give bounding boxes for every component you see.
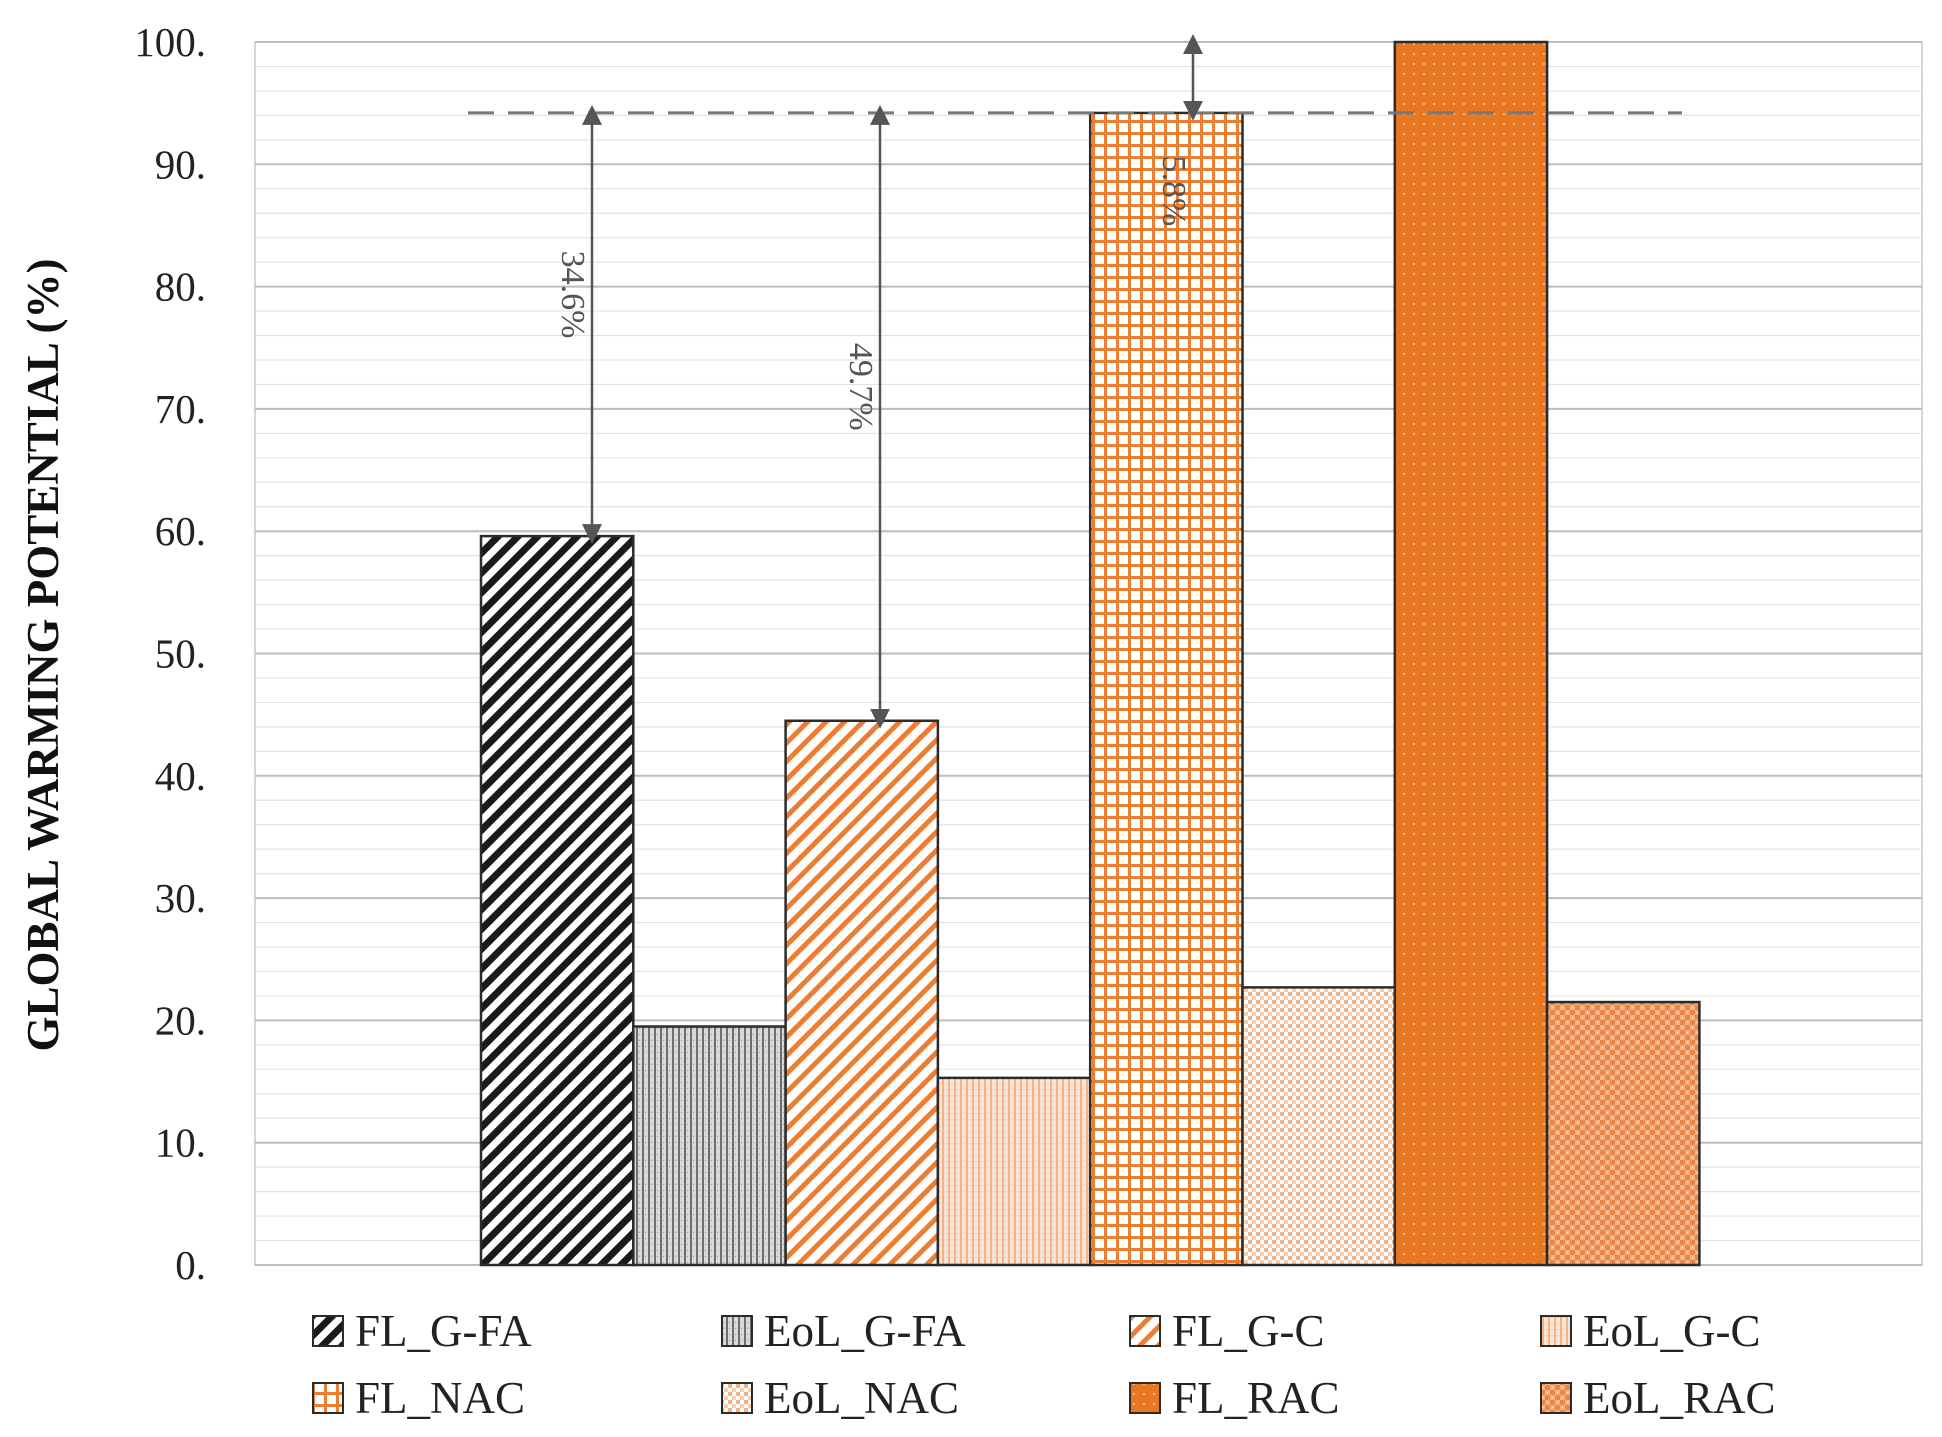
y-tick-label: 30. bbox=[155, 875, 206, 921]
legend-label-eol_g-fa: EoL_G-FA bbox=[764, 1306, 966, 1356]
legend-label-eol_rac: EoL_RAC bbox=[1583, 1373, 1776, 1423]
legend-swatch-eol_g-fa bbox=[721, 1315, 753, 1347]
legend-swatch-eol_nac bbox=[721, 1382, 753, 1414]
annotation-label: 49.7% bbox=[842, 343, 879, 431]
legend-swatch-fl_g-c bbox=[1129, 1315, 1161, 1347]
legend-label-fl_rac: FL_RAC bbox=[1172, 1373, 1340, 1423]
annotation-label: 5.8% bbox=[1155, 156, 1192, 227]
bar-fl_g-fa bbox=[479, 534, 635, 1267]
bar-eol_nac bbox=[1241, 986, 1397, 1267]
legend-label-fl_g-c: FL_G-C bbox=[1172, 1306, 1325, 1356]
y-tick-label: 50. bbox=[155, 631, 206, 677]
legend-swatch-fl_rac bbox=[1129, 1382, 1161, 1414]
legend-label-eol_g-c: EoL_G-C bbox=[1583, 1306, 1760, 1356]
y-tick-label: 40. bbox=[155, 753, 206, 799]
y-tick-label: 70. bbox=[155, 386, 206, 432]
legend-swatch-eol_rac bbox=[1540, 1382, 1572, 1414]
legend-label-fl_nac: FL_NAC bbox=[355, 1373, 525, 1423]
legend-label-fl_g-fa: FL_G-FA bbox=[355, 1306, 532, 1356]
bar-eol_rac bbox=[1545, 1000, 1701, 1267]
bar-fl_nac bbox=[1088, 111, 1244, 1267]
annotation-label: 34.6% bbox=[554, 251, 591, 339]
legend-label-eol_nac: EoL_NAC bbox=[764, 1373, 959, 1423]
legend: FL_G-FA EoL_G-FA FL_G-C EoL_G-C FL_NAC EoL_NA… bbox=[312, 1306, 1776, 1423]
y-axis-label: GLOBAL WARMING POTENTIAL (%) bbox=[18, 258, 68, 1051]
bars bbox=[479, 40, 1701, 1267]
bar-fl_rac bbox=[1393, 40, 1549, 1267]
y-tick-label: 80. bbox=[155, 264, 206, 310]
y-tick-label: 10. bbox=[155, 1120, 206, 1166]
y-axis-ticks: 0. 10. 20. 30. 40. 50. 60. 70. 80. 90. 100. bbox=[134, 19, 206, 1288]
y-tick-label: 0. bbox=[175, 1242, 206, 1288]
bar-eol_g-c bbox=[936, 1076, 1092, 1267]
y-tick-label: 60. bbox=[155, 508, 206, 554]
legend-swatch-fl_g-fa bbox=[312, 1315, 344, 1347]
y-tick-label: 90. bbox=[155, 141, 206, 187]
y-tick-label: 20. bbox=[155, 997, 206, 1043]
annotations: 34.6% 49.7% 5.8% bbox=[554, 34, 1203, 729]
y-tick-label: 100. bbox=[134, 19, 206, 65]
legend-swatch-fl_nac bbox=[312, 1382, 344, 1414]
bar-fl_g-c bbox=[784, 719, 940, 1267]
bar-eol_g-fa bbox=[632, 1025, 787, 1267]
legend-swatch-eol_g-c bbox=[1540, 1315, 1572, 1347]
